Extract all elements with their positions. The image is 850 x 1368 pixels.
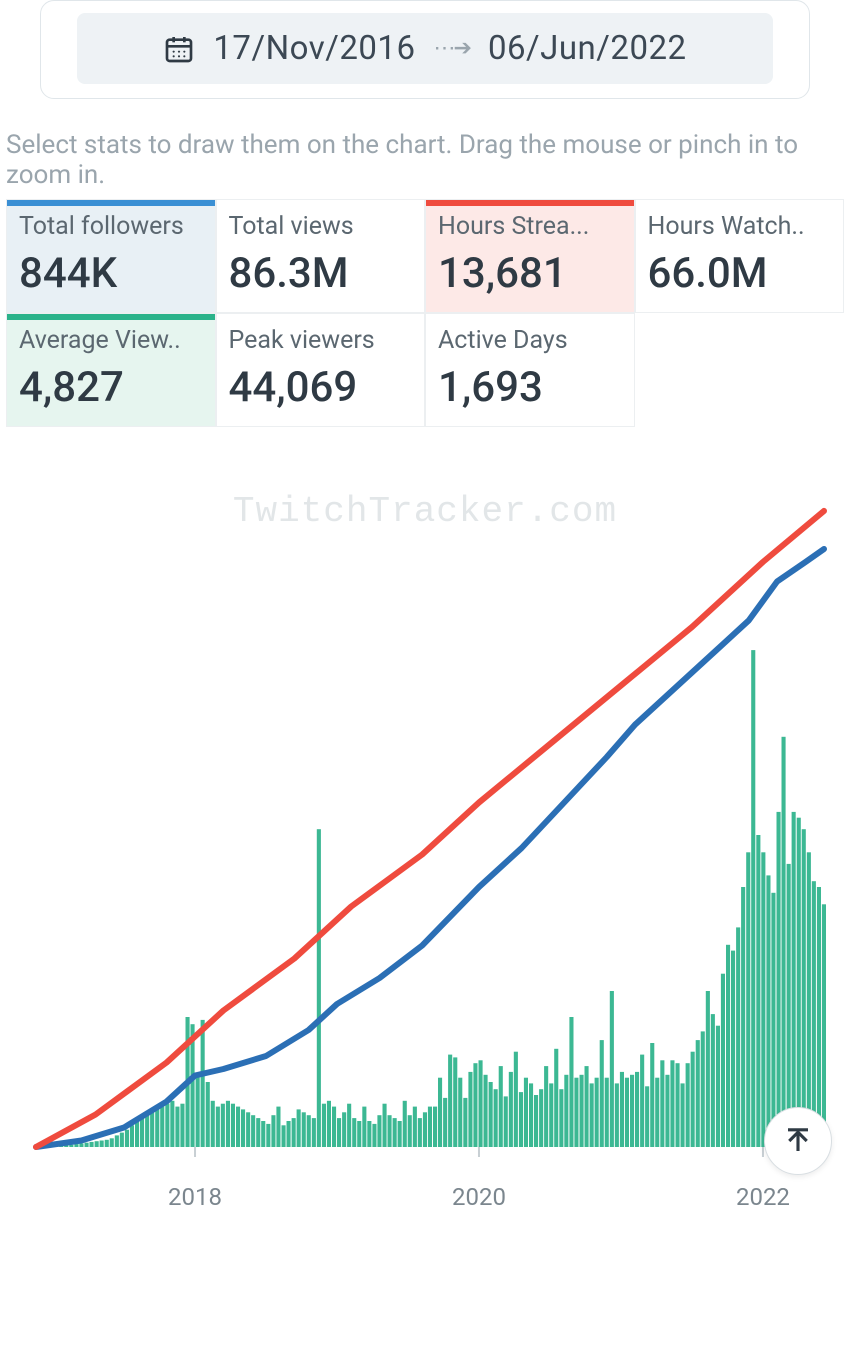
date-end: 06/Jun/2022 (488, 29, 687, 68)
stat-label: Active Days (438, 326, 622, 355)
stat-label: Hours Strea... (438, 212, 622, 241)
stat-label: Peak viewers (229, 326, 413, 355)
date-range-card: 17/Nov/2016 ⋯➔ 06/Jun/2022 (40, 0, 810, 99)
x-tick-label: 2020 (452, 1183, 506, 1211)
stats-grid: Total followers844KTotal views86.3MHours… (6, 199, 844, 427)
stat-value: 844K (19, 249, 203, 298)
chart-hint-text: Select stats to draw them on the chart. … (6, 131, 844, 191)
arrow-up-icon (783, 1126, 813, 1156)
x-axis-labels: 2018 2020 2022 (6, 1183, 844, 1213)
stat-value: 1,693 (438, 363, 622, 412)
arrow-right-icon: ⋯➔ (434, 36, 470, 61)
calendar-icon (163, 33, 195, 65)
stat-color-bar (7, 314, 215, 320)
stat-active_days[interactable]: Active Days 1,693 (425, 313, 635, 427)
stat-total_followers[interactable]: Total followers 844K (6, 199, 216, 313)
stat-peak_viewers[interactable]: Peak viewers 44,069 (216, 313, 426, 427)
x-tick-label: 2022 (736, 1183, 790, 1211)
stat-total_views[interactable]: Total views 86.3M (216, 199, 426, 313)
stat-label: Total views (229, 212, 413, 241)
stat-value: 4,827 (19, 363, 203, 412)
stat-value: 44,069 (229, 363, 413, 412)
stat-label: Hours Watch.. (648, 212, 832, 241)
stat-hours_watched[interactable]: Hours Watch.. 66.0M (635, 199, 845, 313)
date-range-selector[interactable]: 17/Nov/2016 ⋯➔ 06/Jun/2022 (77, 13, 773, 84)
stat-color-bar (426, 200, 634, 206)
chart-area[interactable]: TwitchTracker.com 201820202022 (6, 457, 844, 1217)
stat-avg_viewers[interactable]: Average View.. 4,827 (6, 313, 216, 427)
stat-value: 13,681 (438, 249, 622, 298)
stat-value: 86.3M (229, 249, 413, 298)
stat-color-bar (7, 200, 215, 206)
stat-label: Average View.. (19, 326, 203, 355)
scroll-top-button[interactable] (764, 1107, 832, 1175)
date-start: 17/Nov/2016 (213, 29, 415, 68)
stat-hours_streamed[interactable]: Hours Strea... 13,681 (425, 199, 635, 313)
x-tick-label: 2018 (168, 1183, 222, 1211)
stat-label: Total followers (19, 212, 203, 241)
combo-chart (6, 457, 844, 1217)
stat-value: 66.0M (648, 249, 832, 298)
